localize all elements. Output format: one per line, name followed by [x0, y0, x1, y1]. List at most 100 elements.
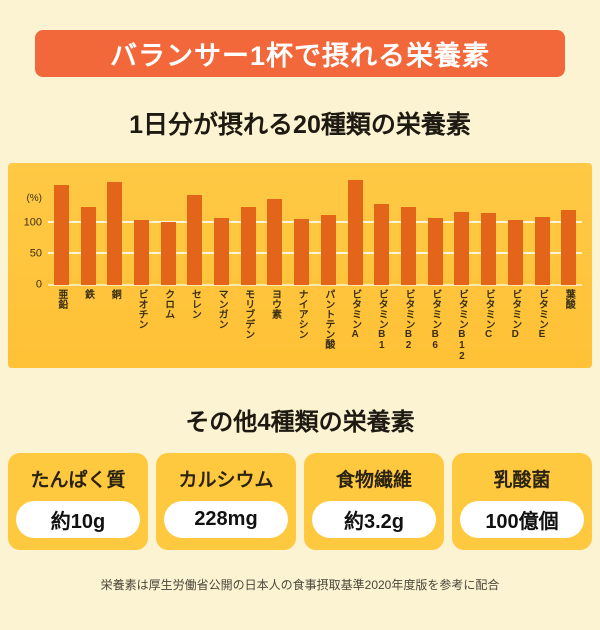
category-label: ビオチン	[135, 289, 147, 329]
bar-column	[502, 173, 529, 285]
card-value: 228mg	[164, 501, 288, 538]
card-lactic-acid: 乳酸菌 100億個	[452, 453, 592, 550]
nutrient-cards-row: たんぱく質 約10g カルシウム 228mg 食物繊維 約3.2g 乳酸菌 10…	[8, 453, 592, 550]
bar-column	[529, 173, 556, 285]
gridline-100	[48, 220, 582, 223]
bar-column	[422, 173, 449, 285]
bar-1	[80, 207, 96, 285]
category-label: ナイアシン	[296, 289, 308, 339]
bar-column	[128, 173, 155, 285]
card-label: たんぱく質	[30, 470, 126, 491]
category-label-cell: ビタミンD	[502, 289, 529, 365]
bar-column	[449, 173, 476, 285]
category-label: ビタミンB6	[429, 289, 441, 351]
bar-13	[400, 206, 416, 285]
bar-15	[454, 212, 470, 285]
category-label: ヨウ素	[269, 289, 281, 319]
category-label-cell: ビタミンA	[342, 289, 369, 365]
card-value: 約3.2g	[312, 501, 436, 538]
bar-8	[267, 199, 283, 285]
category-label: ビタミンB2	[402, 289, 414, 351]
category-label-cell: セレン	[182, 289, 209, 365]
bar-column	[182, 173, 209, 285]
bar-column	[475, 173, 502, 285]
category-label: 葉酸	[563, 289, 575, 309]
category-label-cell: ビタミンB6	[422, 289, 449, 365]
category-label-cell: ビタミンE	[529, 289, 556, 365]
footer-note: 栄養素は厚生労働省公開の日本人の食事摂取基準2020年度版を参考に配合	[100, 578, 500, 592]
others-section-title: その他4種類の栄養素	[185, 409, 415, 436]
category-label-cell: 亜鉛	[48, 289, 75, 365]
category-label: ビタミンA	[349, 289, 361, 340]
bar-column	[395, 173, 422, 285]
category-label-cell: モリブデン	[235, 289, 262, 365]
nutrient-bar-chart: (%) 0 50 100 亜鉛 鉄 銅 ビオチン クロム セレン マンガン モリブデン ヨウ素 ナイア…	[8, 163, 592, 368]
bar-11	[347, 180, 363, 285]
category-label-cell: 葉酸	[555, 289, 582, 365]
bar-9	[294, 219, 310, 285]
y-tick-label-0: 0	[35, 278, 42, 291]
banner-title: バランサー1杯で摂れる栄養素	[109, 41, 490, 71]
category-label-cell: ビタミンB12	[449, 289, 476, 365]
y-tick-label-50: 50	[29, 247, 42, 260]
gridline-50	[48, 251, 582, 254]
category-label-cell: ナイアシン	[288, 289, 315, 365]
category-label: モリブデン	[242, 289, 254, 339]
category-label-cell: 鉄	[75, 289, 102, 365]
category-label: ビタミンB12	[456, 289, 468, 362]
card-label: 乳酸菌	[493, 470, 551, 491]
category-label: ビタミンE	[536, 289, 548, 340]
x-axis-line	[48, 284, 582, 286]
card-value: 100億個	[460, 501, 584, 538]
bar-10	[320, 214, 336, 285]
category-label: 銅	[109, 289, 121, 299]
category-label: マンガン	[216, 289, 228, 329]
bar-column	[342, 173, 369, 285]
bar-16	[481, 212, 497, 285]
bar-12	[374, 204, 390, 285]
bar-column	[235, 173, 262, 285]
card-label: 食物繊維	[335, 470, 412, 491]
card-fiber: 食物繊維 約3.2g	[304, 453, 444, 550]
bar-column	[262, 173, 289, 285]
bar-column	[555, 173, 582, 285]
bar-column	[368, 173, 395, 285]
category-label: セレン	[189, 289, 201, 319]
bar-18	[534, 216, 550, 285]
bar-0	[53, 185, 69, 285]
category-label-cell: ビタミンB1	[368, 289, 395, 365]
y-axis-unit-label: (%)	[26, 193, 42, 205]
bar-19	[561, 209, 577, 285]
category-label-cell: 銅	[101, 289, 128, 365]
category-label: クロム	[162, 289, 174, 319]
bar-column	[101, 173, 128, 285]
category-label: ビタミンC	[483, 289, 495, 340]
category-label-cell: マンガン	[208, 289, 235, 365]
category-label: ビタミンB1	[376, 289, 388, 351]
chart-section-title: 1日分が摂れる20種類の栄養素	[129, 111, 471, 139]
bar-column	[75, 173, 102, 285]
bar-column	[315, 173, 342, 285]
bar-column	[288, 173, 315, 285]
bar-5	[187, 194, 203, 285]
bars-row	[48, 173, 582, 285]
bar-6	[214, 217, 230, 285]
card-value: 約10g	[16, 501, 140, 538]
category-label-cell: パントテン酸	[315, 289, 342, 365]
category-label: パントテン酸	[322, 289, 334, 349]
category-label-cell: ビタミンB2	[395, 289, 422, 365]
bar-column	[208, 173, 235, 285]
bar-17	[507, 220, 523, 285]
card-label: カルシウム	[178, 470, 274, 491]
bar-3	[133, 219, 149, 285]
bar-column	[48, 173, 75, 285]
category-label-cell: ヨウ素	[262, 289, 289, 365]
y-axis: (%) 0 50 100	[14, 173, 48, 290]
category-label: ビタミンD	[509, 289, 521, 340]
plot-area: (%) 0 50 100	[24, 173, 582, 290]
category-label-cell: ビオチン	[128, 289, 155, 365]
bar-2	[107, 182, 123, 285]
category-label: 亜鉛	[55, 289, 67, 309]
card-calcium: カルシウム 228mg	[156, 453, 296, 550]
category-label-cell: クロム	[155, 289, 182, 365]
